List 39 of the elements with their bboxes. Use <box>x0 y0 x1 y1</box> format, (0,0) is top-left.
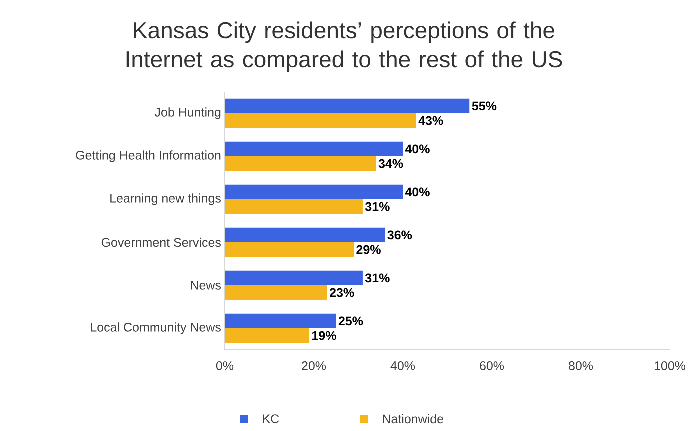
data-label: 40% <box>405 144 430 154</box>
bar <box>225 328 310 344</box>
data-label: 29% <box>356 245 381 254</box>
y-tick-label: Government Services <box>102 238 221 248</box>
bar <box>225 314 336 329</box>
bar <box>225 98 470 114</box>
y-tick-label: Learning new things <box>110 194 221 206</box>
x-tick-label: 100% <box>654 362 686 370</box>
bar <box>225 142 403 157</box>
data-label: 55% <box>472 102 497 111</box>
x-tick-label: 40% <box>390 362 416 370</box>
bar <box>225 184 403 200</box>
bar <box>225 114 416 128</box>
data-label: 25% <box>338 316 364 326</box>
x-tick-label: 60% <box>480 362 504 370</box>
data-label: 36% <box>388 230 412 240</box>
x-tick-label: 0% <box>216 362 234 370</box>
chart-title: Kansas City residents’ perceptions of the Internet as compared to the rest of the US <box>126 22 562 72</box>
legend-label: Nationwide <box>383 414 444 424</box>
data-label: 19% <box>312 331 336 340</box>
data-label: 34% <box>378 159 404 168</box>
data-label: 31% <box>365 274 390 283</box>
y-tick-label: News <box>191 281 222 290</box>
bar <box>225 286 328 300</box>
y-tick-label: Job Hunting <box>154 108 221 120</box>
y-tick-label: Getting Health Information <box>76 150 221 162</box>
bar <box>225 228 386 243</box>
data-label: 23% <box>330 288 354 298</box>
y-tick-label: Local Community News <box>91 322 221 334</box>
x-tick-label: 20% <box>302 362 326 370</box>
bar <box>225 200 363 214</box>
bar <box>225 156 376 172</box>
data-label: 40% <box>405 188 430 197</box>
x-tick-label: 80% <box>569 362 594 370</box>
bar <box>225 242 354 258</box>
legend-label: KC <box>263 414 280 424</box>
bar <box>225 270 363 286</box>
data-label: 31% <box>365 202 390 212</box>
data-label: 43% <box>418 116 444 126</box>
